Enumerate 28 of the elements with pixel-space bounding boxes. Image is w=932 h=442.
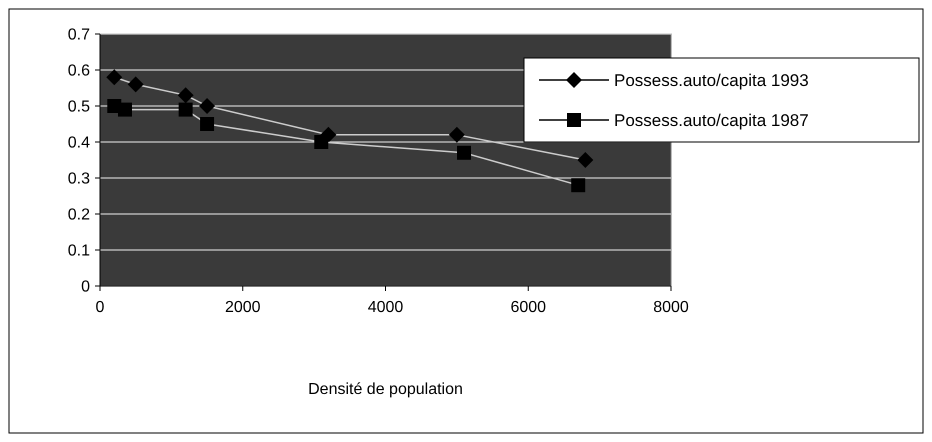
y-tick-label: 0.5	[68, 98, 90, 116]
x-tick-label: 2000	[224, 299, 261, 316]
x-axis-title: Densité de population	[308, 381, 463, 398]
point	[448, 126, 465, 143]
point	[118, 102, 132, 117]
point	[128, 76, 144, 92]
x-tick-label: 6000	[510, 299, 546, 316]
y-tick-label: 0.7	[68, 26, 90, 44]
x-tick-label: 4000	[368, 299, 404, 316]
legend-label: Possess.auto/capita 1987	[614, 110, 809, 130]
y-tick-label: 0	[81, 278, 90, 296]
point	[314, 135, 328, 149]
point	[199, 98, 216, 114]
point	[106, 69, 122, 86]
x-tick-label: 0	[96, 299, 105, 316]
point	[457, 146, 472, 160]
legend-label: Possess.auto/capita 1993	[614, 70, 809, 90]
point	[577, 152, 594, 168]
point	[178, 102, 193, 117]
y-tick-label: 0.4	[68, 134, 90, 152]
point	[178, 87, 194, 104]
point	[571, 178, 586, 192]
point	[200, 117, 214, 131]
y-tick-label: 0.6	[68, 62, 90, 80]
y-tick-label: 0.1	[68, 242, 90, 260]
y-tick-label: 0.2	[68, 206, 90, 224]
y-tick-label: 0.3	[68, 170, 90, 188]
x-tick-label: 8000	[653, 299, 689, 316]
